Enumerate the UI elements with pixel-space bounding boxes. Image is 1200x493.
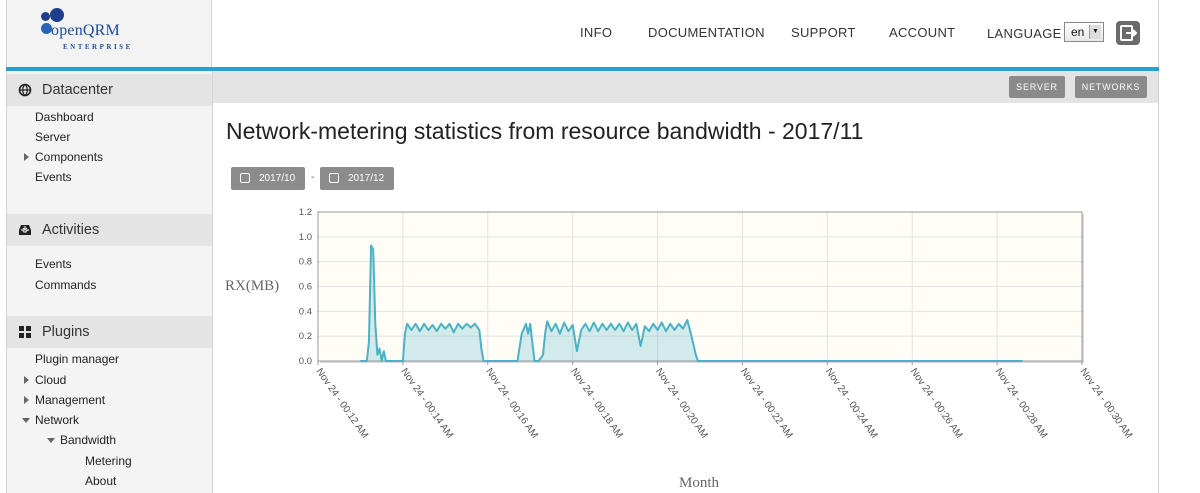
- app-header: openQRM ENTERPRISE INFO DOCUMENTATION SU…: [0, 0, 1200, 67]
- expand-arrow-icon[interactable]: [24, 153, 29, 161]
- series-line: [360, 244, 1023, 362]
- sidebar-item-bandwidth[interactable]: Bandwidth: [60, 433, 117, 447]
- y-tick-label: 0.8: [299, 257, 312, 268]
- y-tick-label: 0.2: [299, 331, 312, 342]
- x-tick-label: Nov 24 - 00:24 AM: [823, 366, 880, 440]
- grid-icon: [18, 325, 32, 339]
- logo-dot-icon: [50, 8, 64, 22]
- next-month-label: 2017/12: [348, 173, 385, 184]
- expand-arrow-icon[interactable]: [24, 396, 29, 404]
- nav-support[interactable]: SUPPORT: [791, 25, 856, 40]
- nav-account[interactable]: ACCOUNT: [889, 25, 956, 40]
- x-axis-label: Month: [679, 475, 720, 491]
- x-tick-label: Nov 24 - 00:30 AM: [1078, 366, 1135, 440]
- x-tick-label: Nov 24 - 00:28 AM: [993, 366, 1050, 440]
- y-tick-label: 1.0: [299, 232, 312, 243]
- logo-panel: openQRM ENTERPRISE: [6, 0, 212, 67]
- x-tick-label: Nov 24 - 00:22 AM: [738, 366, 795, 440]
- edit-icon: [240, 173, 250, 183]
- logo-edition: ENTERPRISE: [63, 43, 133, 51]
- edit-icon: [329, 173, 339, 183]
- language-value: en: [1071, 25, 1085, 39]
- collapse-arrow-icon[interactable]: [22, 418, 30, 423]
- y-tick-label: 1.2: [299, 207, 312, 218]
- logout-button[interactable]: [1116, 21, 1140, 45]
- logo-name: openQRM: [51, 22, 120, 39]
- language-label: LANGUAGE: [987, 26, 1062, 41]
- nav-info[interactable]: INFO: [580, 25, 613, 40]
- networks-button[interactable]: NETWORKS: [1075, 76, 1147, 98]
- expand-arrow-icon[interactable]: [24, 376, 29, 384]
- prev-month-label: 2017/10: [259, 173, 296, 184]
- sidebar-section-datacenter[interactable]: Datacenter: [7, 74, 212, 106]
- sidebar-item-events[interactable]: Events: [35, 170, 72, 184]
- logo-dot-icon: [41, 23, 52, 34]
- logout-icon: [1120, 25, 1138, 41]
- y-tick-label: 0.0: [299, 356, 312, 367]
- x-tick-label: Nov 24 - 00:26 AM: [908, 366, 965, 440]
- x-tick-label: Nov 24 - 00:12 AM: [314, 366, 371, 440]
- sidebar-item-commands[interactable]: Commands: [35, 278, 97, 292]
- page-border: [1158, 0, 1159, 493]
- inbox-icon: [18, 223, 32, 237]
- x-tick-label: Nov 24 - 00:18 AM: [568, 366, 625, 440]
- sidebar-item-network[interactable]: Network: [35, 413, 80, 427]
- globe-icon: [18, 83, 32, 97]
- bandwidth-chart: 0.0 0.2 0.4 0.6 0.8 1.0 1.2 Nov 24 - 00:12 AM No…: [225, 207, 1135, 491]
- sidebar-item-events[interactable]: Events: [35, 257, 72, 271]
- sidebar-item-metering[interactable]: Metering: [85, 454, 132, 468]
- y-tick-label: 0.4: [299, 306, 312, 317]
- accent-bar: [6, 67, 1159, 71]
- sidebar-item-about[interactable]: About: [85, 474, 117, 488]
- logo-dot-icon: [41, 12, 50, 21]
- y-tick-label: 0.6: [299, 282, 312, 293]
- sidebar-item-cloud[interactable]: Cloud: [35, 373, 67, 387]
- collapse-arrow-icon[interactable]: [47, 438, 55, 443]
- sidebar-item-dashboard[interactable]: Dashboard: [35, 110, 94, 124]
- sidebar-section-title: Datacenter: [42, 82, 113, 98]
- sidebar: Datacenter Dashboard Server Components E…: [6, 71, 213, 493]
- openqrm-logo[interactable]: openQRM ENTERPRISE: [37, 8, 157, 56]
- month-separator: -: [311, 172, 315, 183]
- subnav-bar: SERVER NETWORKS: [213, 71, 1158, 103]
- page-title: Network-metering statistics from resourc…: [226, 118, 864, 144]
- series-area: [360, 245, 1023, 361]
- sidebar-item-components[interactable]: Components: [35, 150, 104, 164]
- sidebar-section-title: Activities: [42, 222, 100, 238]
- server-button[interactable]: SERVER: [1009, 76, 1065, 98]
- next-month-button[interactable]: 2017/12: [320, 167, 394, 190]
- sidebar-section-activities[interactable]: Activities: [7, 214, 212, 246]
- sidebar-item-management[interactable]: Management: [35, 393, 106, 407]
- y-axis-label: RX(MB): [225, 278, 279, 294]
- x-tick-label: Nov 24 - 00:14 AM: [398, 366, 455, 440]
- sidebar-item-plugin-manager[interactable]: Plugin manager: [35, 352, 120, 366]
- language-select[interactable]: en ▼: [1064, 22, 1104, 42]
- sidebar-item-server[interactable]: Server: [35, 130, 71, 144]
- x-tick-label: Nov 24 - 00:16 AM: [483, 366, 540, 440]
- x-tick-label: Nov 24 - 00:20 AM: [653, 366, 710, 440]
- sidebar-section-title: Plugins: [42, 324, 90, 340]
- sidebar-section-plugins[interactable]: Plugins: [7, 316, 212, 348]
- nav-documentation[interactable]: DOCUMENTATION: [648, 25, 765, 40]
- chevron-down-icon: ▼: [1089, 25, 1101, 39]
- prev-month-button[interactable]: 2017/10: [231, 167, 305, 190]
